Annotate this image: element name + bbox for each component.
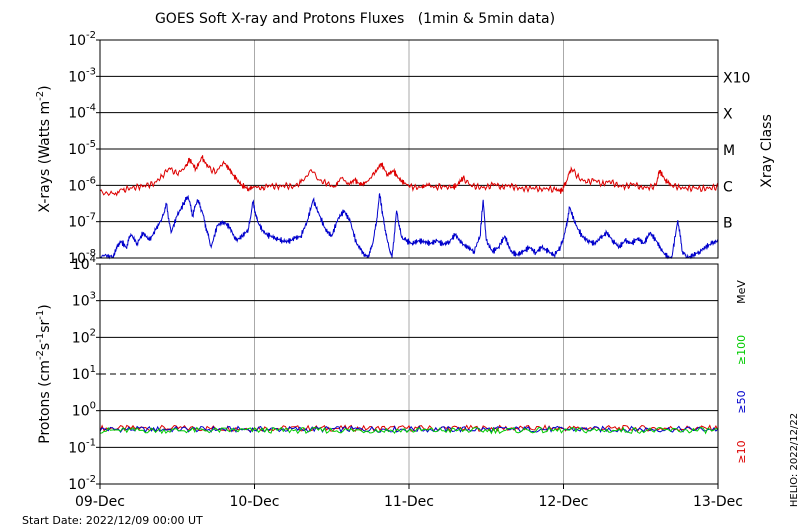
y-tick-base: 10 bbox=[72, 294, 90, 310]
y-tick-base: 10 bbox=[68, 33, 86, 49]
y-tick-label: 10-5 bbox=[68, 139, 96, 158]
proton-ylabel-sup3: -1 bbox=[35, 310, 46, 320]
proton-series-line bbox=[99, 426, 719, 435]
proton-ylabel-close: ) bbox=[37, 304, 53, 309]
y-tick-base: 10 bbox=[68, 477, 86, 493]
proton-energy-labels: ≥100 ≥50 ≥10 bbox=[735, 335, 748, 464]
y-tick-exp: 0 bbox=[90, 401, 96, 412]
y-tick-exp: -2 bbox=[86, 30, 96, 41]
proton-unit-label: MeV bbox=[735, 280, 748, 304]
x-tick-label: 11-Dec bbox=[384, 494, 434, 510]
proton-ylabel-sup1: -2 bbox=[35, 350, 46, 360]
xray-y-axis-label: X-rays (Watts m-2) bbox=[35, 85, 53, 212]
y-tick-base: 10 bbox=[68, 106, 86, 122]
y-tick-base: 10 bbox=[72, 257, 90, 273]
y-tick-exp: -5 bbox=[86, 139, 96, 150]
y-tick-label: 10-6 bbox=[68, 175, 96, 194]
xray-class-labels: B C M X X10 bbox=[723, 70, 750, 231]
xray-y-ticks: 10-810-710-610-510-410-310-2 bbox=[68, 30, 100, 267]
proton-series bbox=[99, 424, 719, 435]
chart-title: GOES Soft X-ray and Protons Fluxes (1min… bbox=[155, 11, 555, 27]
xray-grid bbox=[100, 39, 718, 259]
energy-label: ≥50 bbox=[735, 390, 748, 413]
x-tick-label: 10-Dec bbox=[230, 494, 280, 510]
start-date-label: Start Date: 2022/12/09 00:00 UT bbox=[22, 514, 203, 527]
y-tick-label: 10-2 bbox=[68, 474, 96, 493]
y-tick-base: 10 bbox=[72, 367, 90, 383]
xray-class-label: B bbox=[723, 216, 733, 232]
y-tick-exp: -8 bbox=[86, 248, 96, 259]
y-tick-label: 10-2 bbox=[68, 30, 96, 49]
credit-label: HELIO: 2022/12/22 bbox=[789, 413, 800, 507]
y-tick-label: 104 bbox=[72, 254, 96, 273]
y-tick-exp: -2 bbox=[86, 474, 96, 485]
y-tick-base: 10 bbox=[68, 142, 86, 158]
y-tick-base: 10 bbox=[68, 251, 86, 267]
x-tick-label: 13-Dec bbox=[693, 494, 743, 510]
y-tick-base: 10 bbox=[72, 330, 90, 346]
proton-grid bbox=[100, 263, 718, 485]
proton-ylabel-mid: s bbox=[37, 343, 53, 350]
xray-ylabel-close: ) bbox=[37, 85, 53, 90]
x-tick-label: 12-Dec bbox=[539, 494, 589, 510]
y-tick-exp: 2 bbox=[90, 327, 96, 338]
proton-ylabel-mid2: sr bbox=[37, 319, 53, 332]
y-tick-label: 100 bbox=[72, 401, 96, 420]
y-tick-base: 10 bbox=[68, 215, 86, 231]
energy-label: ≥100 bbox=[735, 335, 748, 365]
y-tick-exp: 4 bbox=[90, 254, 96, 265]
proton-y-axis-label: Protons (cm-2s-1sr-1) bbox=[35, 304, 53, 443]
y-tick-exp: -4 bbox=[86, 103, 96, 114]
y-tick-label: 10-1 bbox=[68, 437, 96, 456]
xray-short-series bbox=[99, 193, 719, 260]
y-tick-label: 10-4 bbox=[68, 103, 96, 122]
y-tick-base: 10 bbox=[72, 404, 90, 420]
x-axis-ticks: 09-Dec 10-Dec 11-Dec 12-Dec 13-Dec bbox=[75, 484, 743, 510]
y-tick-label: 103 bbox=[72, 291, 96, 310]
y-tick-label: 101 bbox=[72, 364, 96, 383]
y-tick-exp: -7 bbox=[86, 212, 96, 223]
xray-ylabel-text: X-rays (Watts m bbox=[37, 101, 53, 213]
y-tick-label: 10-8 bbox=[68, 248, 96, 267]
y-tick-base: 10 bbox=[68, 178, 86, 194]
x-tick-label: 09-Dec bbox=[75, 494, 125, 510]
y-tick-exp: -6 bbox=[86, 175, 96, 186]
energy-label: ≥10 bbox=[735, 440, 748, 463]
y-tick-exp: 3 bbox=[90, 291, 96, 302]
xray-class-axis-label: Xray Class bbox=[759, 114, 775, 188]
y-tick-label: 10-3 bbox=[68, 66, 96, 85]
y-tick-base: 10 bbox=[68, 69, 86, 85]
xray-class-label: M bbox=[723, 143, 735, 159]
xray-series bbox=[99, 155, 719, 260]
xray-class-label: C bbox=[723, 179, 733, 195]
y-tick-base: 10 bbox=[68, 440, 86, 456]
xray-class-label: X bbox=[723, 107, 733, 123]
xray-ylabel-sup: -2 bbox=[35, 91, 46, 101]
xray-class-label: X10 bbox=[723, 70, 750, 86]
y-tick-label: 10-7 bbox=[68, 212, 96, 231]
proton-ylabel-text: Protons (cm bbox=[37, 360, 53, 444]
xray-long-series bbox=[99, 155, 719, 197]
proton-ylabel-sup2: -1 bbox=[35, 333, 46, 343]
y-tick-label: 102 bbox=[72, 327, 96, 346]
y-tick-exp: -3 bbox=[86, 66, 96, 77]
y-tick-exp: -1 bbox=[86, 437, 96, 448]
y-tick-exp: 1 bbox=[90, 364, 96, 375]
